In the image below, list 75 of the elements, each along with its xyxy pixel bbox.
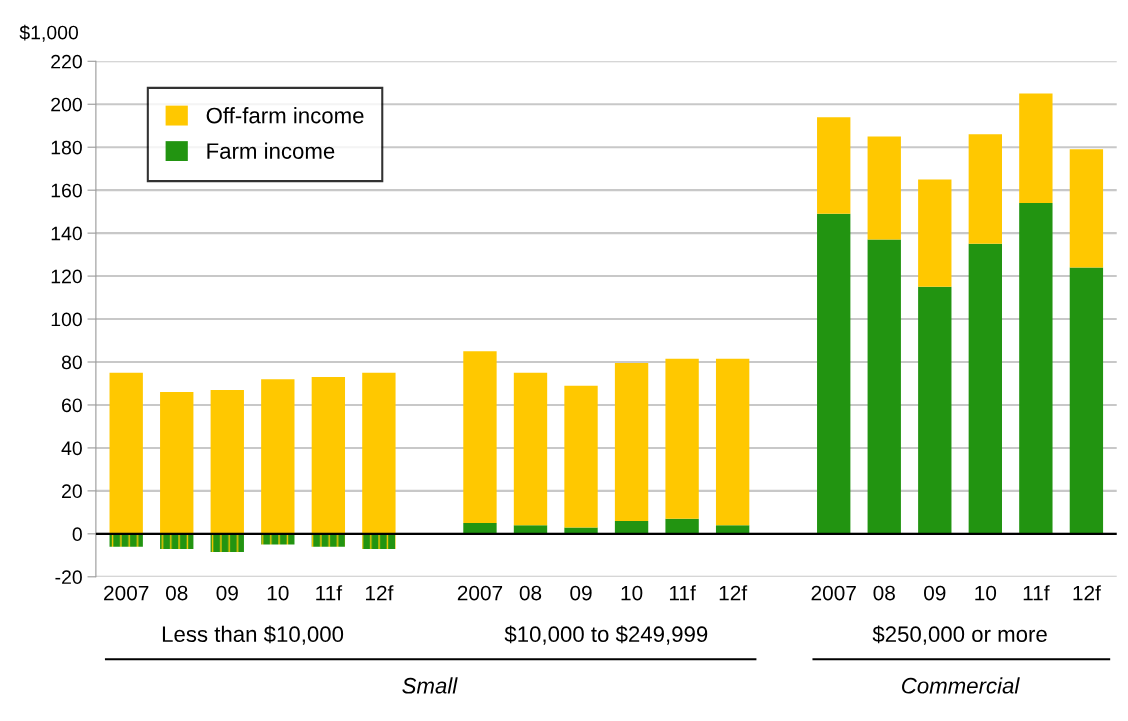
- x-tick-label: 09: [216, 585, 238, 601]
- bar: [210, 533, 244, 553]
- bar: [665, 358, 699, 519]
- y-tick-label: 40: [61, 441, 82, 456]
- bar: [513, 525, 548, 534]
- bar: [261, 533, 295, 545]
- bar: [261, 379, 295, 534]
- bar: [1069, 149, 1104, 268]
- x-tick-label: 08: [873, 585, 895, 601]
- bar: [918, 286, 952, 534]
- x-tick-label: 09: [924, 585, 946, 601]
- y-axis-title: $1,000: [19, 24, 79, 42]
- bar: [614, 363, 649, 521]
- y-tick-label: 180: [51, 140, 82, 155]
- x-tick-label: 10: [267, 585, 289, 601]
- bar: [867, 136, 901, 240]
- y-tick-label: 60: [62, 398, 82, 413]
- bar: [362, 533, 396, 549]
- bar: [918, 179, 952, 287]
- x-tick-label: 2007: [811, 585, 856, 601]
- bar: [665, 518, 699, 534]
- bar: [867, 239, 901, 534]
- bar: [564, 527, 598, 534]
- x-tick-label: 08: [165, 585, 188, 601]
- x-tick-label: 2007: [457, 585, 503, 601]
- bar: [463, 351, 497, 524]
- bar: [160, 533, 194, 549]
- y-tick-label: 20: [62, 484, 82, 499]
- text: Commercial: [902, 677, 1020, 694]
- x-tick-label: 11f: [669, 585, 696, 601]
- bar: [1019, 203, 1053, 534]
- bar: [817, 213, 851, 534]
- legend-label: Farm income: [207, 142, 335, 159]
- y-tick-label: 160: [51, 183, 82, 198]
- y-tick-label: 140: [51, 226, 82, 241]
- x-tick-label: 09: [570, 585, 592, 601]
- legend-label: Off-farm income: [206, 107, 364, 124]
- text: $250,000 or more: [872, 625, 1047, 645]
- bar: [715, 358, 750, 526]
- text: Small: [402, 677, 458, 694]
- x-tick-label: 11f: [1023, 585, 1050, 601]
- x-tick-label: 2007: [104, 585, 149, 601]
- text: $10,000 to $249,999: [504, 625, 708, 645]
- bar: [160, 392, 194, 534]
- bar: [109, 372, 143, 534]
- text: Less than $10,000: [162, 625, 344, 645]
- y-tick-label: 120: [51, 269, 82, 284]
- y-tick-label: 220: [51, 54, 82, 69]
- y-tick-label: 100: [51, 312, 82, 327]
- y-tick-label: 80: [61, 355, 82, 370]
- y-tick-label: 0: [72, 527, 82, 542]
- x-tick-label: 10: [975, 585, 997, 601]
- bar: [1069, 267, 1104, 534]
- bar: [968, 243, 1002, 534]
- bar: [362, 372, 396, 534]
- bar: [463, 523, 497, 534]
- x-tick-label: 08: [519, 585, 542, 601]
- bar: [715, 525, 750, 534]
- x-tick-label: 12f: [719, 585, 748, 601]
- x-tick-label: 12f: [1073, 585, 1101, 601]
- bar: [968, 134, 1002, 244]
- bar: [513, 372, 548, 526]
- x-tick-label: 10: [621, 585, 643, 601]
- bar: [614, 520, 649, 534]
- x-tick-label: 11f: [316, 585, 343, 601]
- y-tick-label: 200: [51, 97, 82, 112]
- bar: [311, 533, 346, 547]
- bar: [311, 377, 346, 534]
- bar: [817, 117, 851, 214]
- bar: [210, 389, 244, 534]
- bar: [1019, 93, 1053, 204]
- bar: [109, 533, 143, 547]
- x-tick-label: 12f: [365, 585, 394, 601]
- y-tick-label: -20: [55, 570, 82, 585]
- bar: [564, 385, 598, 528]
